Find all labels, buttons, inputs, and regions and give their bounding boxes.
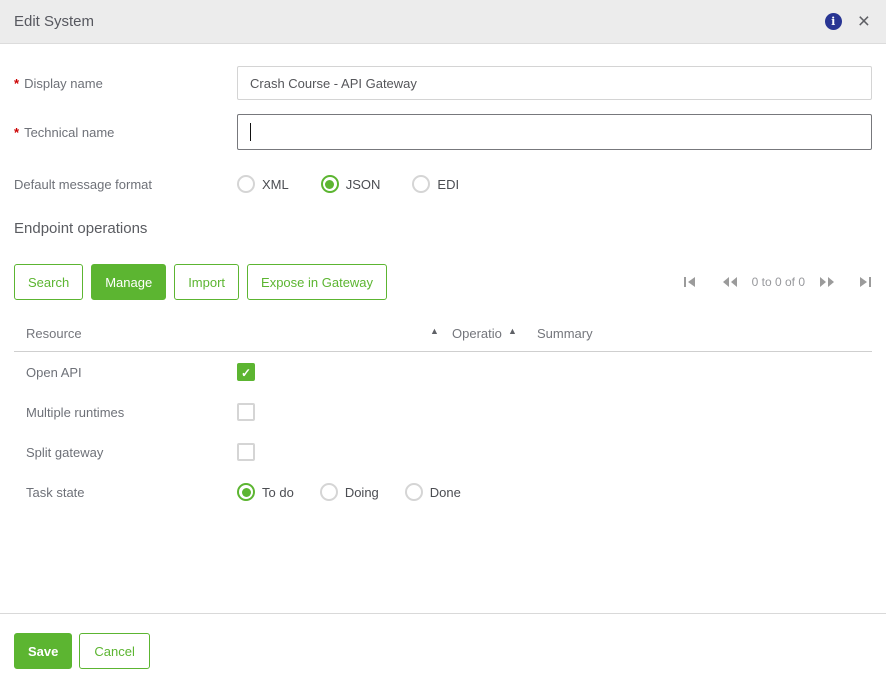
table-row-open-api: Open API ✓	[14, 352, 872, 392]
row-label: Open API	[26, 364, 82, 380]
task-state-option-done[interactable]: Done	[404, 483, 461, 501]
checkmark-icon: ✓	[240, 366, 252, 380]
display-name-row: * Display name	[14, 66, 872, 100]
technical-name-row: * Technical name	[14, 114, 872, 150]
column-header-operation[interactable]: Operatio	[452, 326, 502, 341]
table-row-task-state: Task state To do Doing Done	[14, 472, 872, 512]
column-header-summary[interactable]: Summary	[537, 326, 593, 341]
import-button[interactable]: Import	[174, 264, 240, 300]
info-icon[interactable]: i	[824, 13, 842, 30]
open-api-checkbox[interactable]: ✓	[237, 363, 255, 381]
manage-button[interactable]: Manage	[91, 264, 167, 300]
dialog-header: Edit System i ×	[0, 0, 886, 44]
table-header: Resource ▲ Operatio ▲ Summary	[14, 318, 872, 352]
sort-asc-icon[interactable]: ▲	[430, 326, 439, 336]
display-name-label: * Display name	[14, 75, 103, 91]
column-header-resource[interactable]: Resource	[26, 326, 82, 341]
format-option-edi[interactable]: EDI	[412, 175, 459, 193]
dialog-title: Edit System	[14, 13, 95, 30]
format-option-json[interactable]: JSON	[320, 175, 380, 193]
last-page-icon[interactable]	[859, 276, 872, 288]
close-icon[interactable]: ×	[857, 9, 870, 33]
endpoint-toolbar: Search Manage Import Expose in Gateway 0…	[14, 264, 872, 300]
save-button[interactable]: Save	[14, 633, 73, 669]
technical-name-label: * Technical name	[14, 124, 115, 140]
pagination: 0 to 0 of 0	[683, 275, 872, 289]
multiple-runtimes-checkbox[interactable]	[237, 403, 255, 421]
radio-unselected-icon[interactable]	[412, 175, 431, 193]
required-asterisk: *	[14, 75, 20, 91]
pagination-status: 0 to 0 of 0	[751, 275, 805, 289]
task-state-option-doing[interactable]: Doing	[319, 483, 379, 501]
table-row-multiple-runtimes: Multiple runtimes	[14, 392, 872, 432]
radio-unselected-icon[interactable]	[404, 483, 423, 501]
radio-selected-icon[interactable]	[237, 483, 255, 501]
task-state-option-todo[interactable]: To do	[237, 483, 294, 501]
message-format-row: Default message format XML JSON EDI	[14, 174, 872, 194]
endpoint-operations-heading: Endpoint operations	[14, 220, 148, 237]
cancel-button[interactable]: Cancel	[79, 633, 150, 669]
dialog-footer: Save Cancel	[0, 613, 886, 685]
previous-page-icon[interactable]	[722, 276, 738, 288]
table-row-split-gateway: Split gateway	[14, 432, 872, 472]
row-label: Task state	[26, 484, 85, 500]
next-page-icon[interactable]	[819, 276, 835, 288]
row-label: Multiple runtimes	[26, 404, 125, 420]
sort-asc-icon[interactable]: ▲	[508, 326, 517, 336]
technical-name-input[interactable]	[237, 114, 872, 150]
required-asterisk: *	[14, 124, 20, 140]
split-gateway-checkbox[interactable]	[237, 443, 255, 461]
message-format-label: Default message format	[14, 176, 153, 192]
search-button[interactable]: Search	[14, 264, 84, 300]
row-label: Split gateway	[26, 444, 104, 460]
radio-selected-icon[interactable]	[320, 175, 339, 193]
first-page-icon[interactable]	[683, 276, 696, 288]
display-name-input[interactable]	[237, 66, 872, 100]
radio-unselected-icon[interactable]	[237, 175, 255, 193]
dialog-body: *Display name *Technical name Default me…	[0, 66, 886, 512]
text-cursor	[250, 123, 251, 141]
expose-in-gateway-button[interactable]: Expose in Gateway	[247, 264, 388, 300]
radio-unselected-icon[interactable]	[319, 483, 338, 501]
format-option-xml[interactable]: XML	[237, 175, 289, 193]
